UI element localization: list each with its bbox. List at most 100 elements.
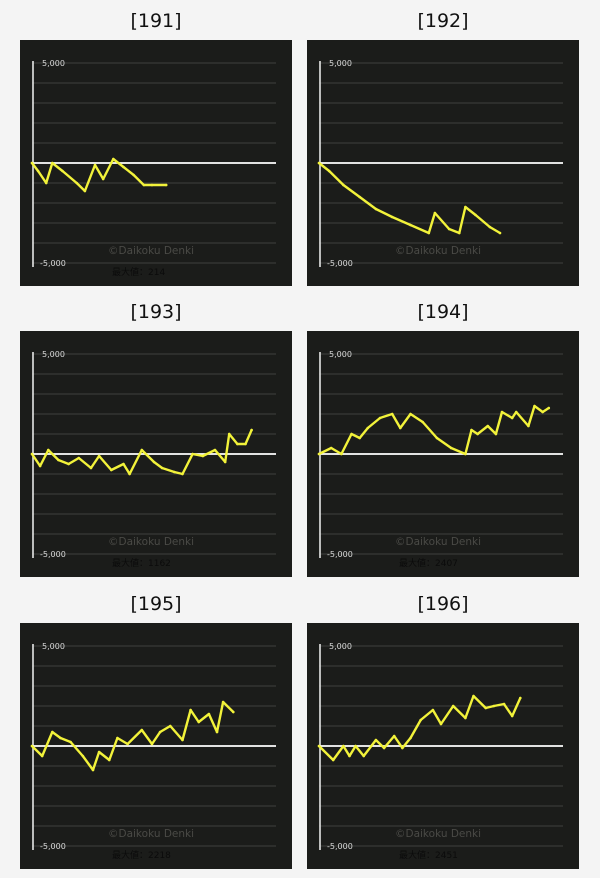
data-point	[221, 700, 225, 704]
data-point	[51, 161, 54, 165]
data-point	[317, 452, 321, 456]
y-tick-label: 5,000	[42, 642, 65, 651]
data-point	[374, 738, 378, 742]
data-point	[409, 736, 412, 740]
data-point	[494, 432, 498, 436]
data-point	[116, 736, 119, 740]
data-point	[409, 223, 412, 227]
data-point	[547, 406, 551, 410]
data-point	[358, 195, 361, 199]
data-point	[374, 207, 378, 211]
data-point	[168, 724, 172, 728]
data-point	[91, 768, 95, 772]
data-point	[327, 169, 331, 173]
data-point	[97, 454, 101, 458]
y-tick-label: 5,000	[329, 350, 352, 359]
data-point	[77, 456, 81, 460]
data-point	[181, 472, 184, 476]
watermark: ©Daikoku Denki	[108, 536, 194, 548]
y-tick-label: 5,000	[42, 350, 65, 359]
max-value-label: 最大値：1162	[112, 557, 171, 569]
data-point	[173, 470, 176, 474]
data-point	[464, 452, 467, 456]
chart-title: [192]	[417, 10, 469, 32]
data-point	[354, 744, 357, 748]
data-point	[519, 696, 522, 700]
chart-panel: 5,000 -5,000 ©Daikoku Denki 最大値：2451	[307, 623, 579, 869]
data-point	[152, 460, 156, 464]
chart-title: [191]	[130, 10, 182, 32]
series-line	[317, 694, 522, 762]
data-point	[458, 231, 461, 235]
data-point	[390, 412, 394, 416]
data-point	[128, 472, 131, 476]
data-point	[362, 754, 366, 758]
data-point	[419, 718, 422, 722]
data-point	[382, 746, 386, 750]
data-point	[59, 736, 62, 740]
data-point	[470, 428, 473, 432]
data-point	[244, 442, 247, 446]
chart-card: [193] 5,000 -5,000 ©Daikoku Denki 最大値：1162	[20, 299, 292, 577]
chart-panel: 5,000 -5,000 ©Daikoku Denki 最大値：1162	[20, 331, 292, 577]
data-point	[486, 424, 490, 428]
line-chart: 5,000 -5,000 ©Daikoku Denki 最大値：214	[30, 59, 276, 278]
chart-panel: 5,000 -5,000 ©Daikoku Denki	[307, 40, 579, 286]
data-point	[474, 213, 477, 217]
data-point	[36, 169, 40, 173]
chart-title: [196]	[417, 593, 469, 615]
data-point	[83, 189, 87, 193]
data-point	[329, 446, 333, 450]
data-point	[150, 183, 154, 187]
data-point	[451, 704, 455, 708]
y-tick-label: -5,000	[327, 842, 353, 851]
chart-title: [193]	[130, 301, 182, 323]
chart-panel: 5,000 -5,000 ©Daikoku Denki 最大値：2218	[20, 623, 292, 869]
data-point	[390, 215, 394, 219]
data-point	[464, 205, 467, 209]
data-point	[122, 462, 125, 466]
chart-card: [196] 5,000 -5,000 ©Daikoku Denki 最大値：2451	[307, 591, 579, 869]
data-point	[472, 694, 475, 698]
data-point	[350, 432, 353, 436]
chart-title: [195]	[130, 593, 182, 615]
data-point	[232, 710, 235, 714]
data-point	[464, 716, 467, 720]
data-point	[140, 448, 144, 452]
data-point	[401, 746, 404, 750]
data-point	[132, 173, 135, 177]
y-tick-label: 5,000	[329, 642, 352, 651]
data-point	[342, 183, 345, 187]
data-point	[223, 460, 227, 464]
data-point	[69, 740, 72, 744]
chart-panel: 5,000 -5,000 ©Daikoku Denki 最大値：214	[20, 40, 292, 286]
data-point	[181, 738, 184, 742]
data-point	[61, 169, 64, 173]
data-point	[342, 744, 345, 748]
data-point	[510, 416, 514, 420]
data-point	[488, 225, 492, 229]
data-point	[97, 750, 101, 754]
data-point	[340, 452, 343, 456]
watermark: ©Daikoku Denki	[108, 828, 194, 840]
data-point	[30, 452, 34, 456]
data-point	[93, 163, 97, 167]
data-point	[67, 462, 70, 466]
max-value-label: 最大値：2407	[399, 557, 458, 569]
data-point	[435, 436, 439, 440]
data-point	[140, 728, 144, 732]
data-point	[110, 468, 113, 472]
chart-card: [195] 5,000 -5,000 ©Daikoku Denki 最大値：2218	[20, 591, 292, 869]
data-point	[358, 436, 361, 440]
line-chart: 5,000 -5,000 ©Daikoku Denki 最大値：2451	[317, 642, 563, 861]
data-point	[164, 183, 168, 187]
y-tick-label: -5,000	[327, 550, 353, 559]
data-point	[431, 708, 435, 712]
series-line	[317, 404, 551, 456]
data-point	[150, 742, 154, 746]
data-point	[89, 466, 93, 470]
data-point	[514, 410, 518, 414]
data-point	[510, 714, 514, 718]
y-tick-label: -5,000	[40, 259, 66, 268]
